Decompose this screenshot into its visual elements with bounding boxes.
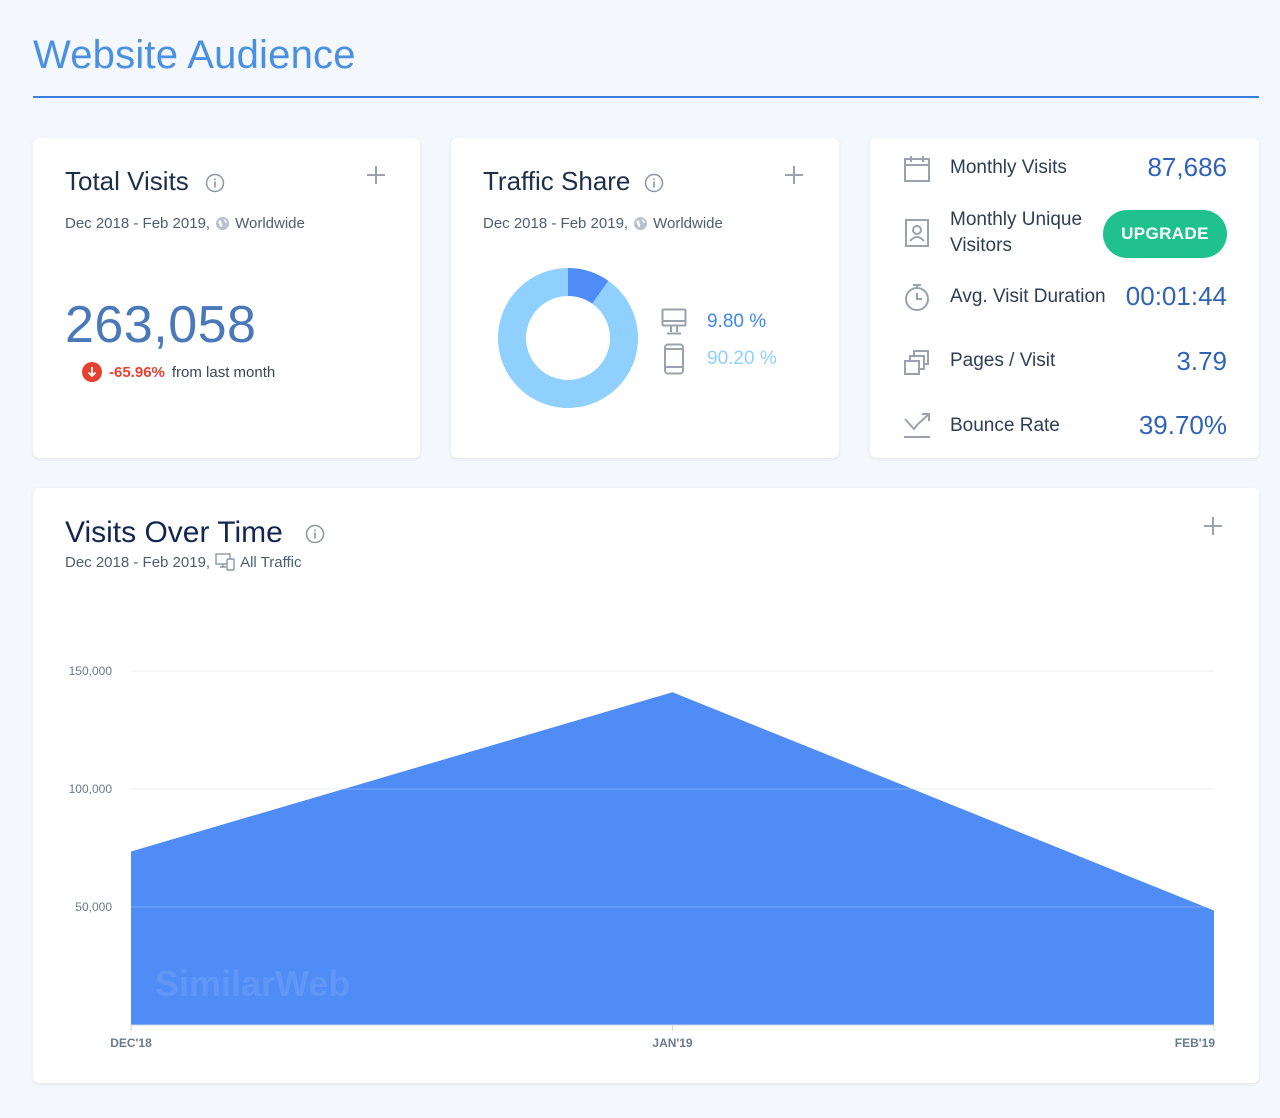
desktop-share: 9.80 % bbox=[661, 308, 766, 336]
y-tick-label: 50,000 bbox=[75, 900, 112, 914]
visit-duration-label: Avg. Visit Duration bbox=[950, 286, 1106, 307]
visits-area-chart: 50,000 100,000 150,000 DEC'18 JAN'19 FEB'19 S… bbox=[69, 664, 1216, 1050]
date-range: Dec 2018 - Feb 2019, bbox=[65, 215, 211, 232]
visits-area bbox=[131, 692, 1214, 1025]
traffic-share-donut bbox=[498, 268, 638, 408]
plus-icon[interactable] bbox=[783, 164, 805, 186]
unique-visitors-label: Monthly Unique Visitors bbox=[950, 209, 1083, 256]
change-text: from last month bbox=[171, 363, 276, 381]
total-visits-title: Total Visits bbox=[65, 166, 189, 196]
change-percent: -65.96% bbox=[109, 363, 165, 381]
mobile-slice bbox=[498, 268, 638, 408]
visit-duration-value: 00:01:44 bbox=[1125, 281, 1227, 311]
traffic-share-subline: Dec 2018 - Feb 2019, Worldwide bbox=[483, 215, 723, 232]
traffic-share-title: Traffic Share bbox=[483, 166, 631, 196]
date-range: Dec 2018 - Feb 2019, bbox=[483, 215, 629, 232]
desktop-icon bbox=[661, 308, 687, 335]
visits-over-time-title: Visits Over Time bbox=[65, 516, 283, 549]
monthly-visits-label: Monthly Visits bbox=[950, 157, 1067, 178]
monthly-visits-value: 87,686 bbox=[1147, 152, 1227, 182]
region: Worldwide bbox=[235, 215, 305, 232]
mobile-share-value: 90.20 % bbox=[707, 348, 777, 369]
total-visits-subline: Dec 2018 - Feb 2019, Worldwide bbox=[65, 215, 305, 232]
pages-per-visit-label: Pages / Visit bbox=[950, 350, 1056, 371]
id-card-icon bbox=[905, 219, 929, 247]
visits-subline: Dec 2018 - Feb 2019, All Traffic bbox=[65, 553, 302, 571]
page-title: Website Audience bbox=[33, 33, 356, 77]
bounce-icon bbox=[904, 413, 930, 438]
desktop-slice bbox=[568, 268, 609, 304]
info-icon[interactable] bbox=[305, 524, 325, 544]
x-tick-label: JAN'19 bbox=[652, 1036, 693, 1050]
traffic-type: All Traffic bbox=[240, 553, 302, 571]
plus-icon[interactable] bbox=[1202, 515, 1224, 537]
total-visits-card: Total Visits Dec 2018 - Feb 2019, Worldw… bbox=[33, 138, 420, 458]
total-visits-value: 263,058 bbox=[65, 296, 257, 354]
date-range: Dec 2018 - Feb 2019, bbox=[65, 553, 211, 571]
region: Worldwide bbox=[653, 215, 723, 232]
pages-icon bbox=[904, 350, 929, 375]
devices-icon bbox=[215, 553, 235, 571]
bounce-rate-value: 39.70% bbox=[1138, 410, 1227, 440]
y-tick-label: 150,000 bbox=[69, 664, 113, 678]
watermark: SimilarWeb bbox=[155, 963, 350, 1004]
info-icon[interactable] bbox=[644, 173, 664, 193]
stopwatch-icon bbox=[905, 284, 929, 311]
upgrade-button[interactable]: UPGRADE bbox=[1103, 210, 1227, 258]
visits-over-time-card: 50,000 100,000 150,000 DEC'18 JAN'19 FEB'19 S… bbox=[33, 488, 1259, 1083]
arrow-down-icon bbox=[82, 362, 102, 382]
info-icon[interactable] bbox=[205, 173, 225, 193]
plus-icon[interactable] bbox=[365, 164, 387, 186]
title-divider bbox=[33, 96, 1259, 98]
globe-icon bbox=[634, 216, 648, 231]
engagement-metrics-card: Monthly Visits 87,686 Monthly Unique Vis… bbox=[870, 138, 1259, 458]
x-tick-label: FEB'19 bbox=[1175, 1036, 1216, 1050]
traffic-share-card: Traffic Share Dec 2018 - Feb 2019, World… bbox=[451, 138, 839, 458]
pages-per-visit-value: 3.79 bbox=[1176, 346, 1227, 376]
y-tick-label: 100,000 bbox=[69, 782, 113, 796]
calendar-icon bbox=[904, 156, 930, 182]
mobile-icon bbox=[664, 343, 684, 375]
desktop-share-value: 9.80 % bbox=[707, 311, 767, 332]
bounce-rate-label: Bounce Rate bbox=[950, 415, 1060, 436]
globe-icon bbox=[216, 216, 230, 231]
mobile-share: 90.20 % bbox=[661, 343, 777, 375]
change-indicator: -65.96% from last month bbox=[82, 362, 275, 382]
x-tick-label: DEC'18 bbox=[110, 1036, 152, 1050]
